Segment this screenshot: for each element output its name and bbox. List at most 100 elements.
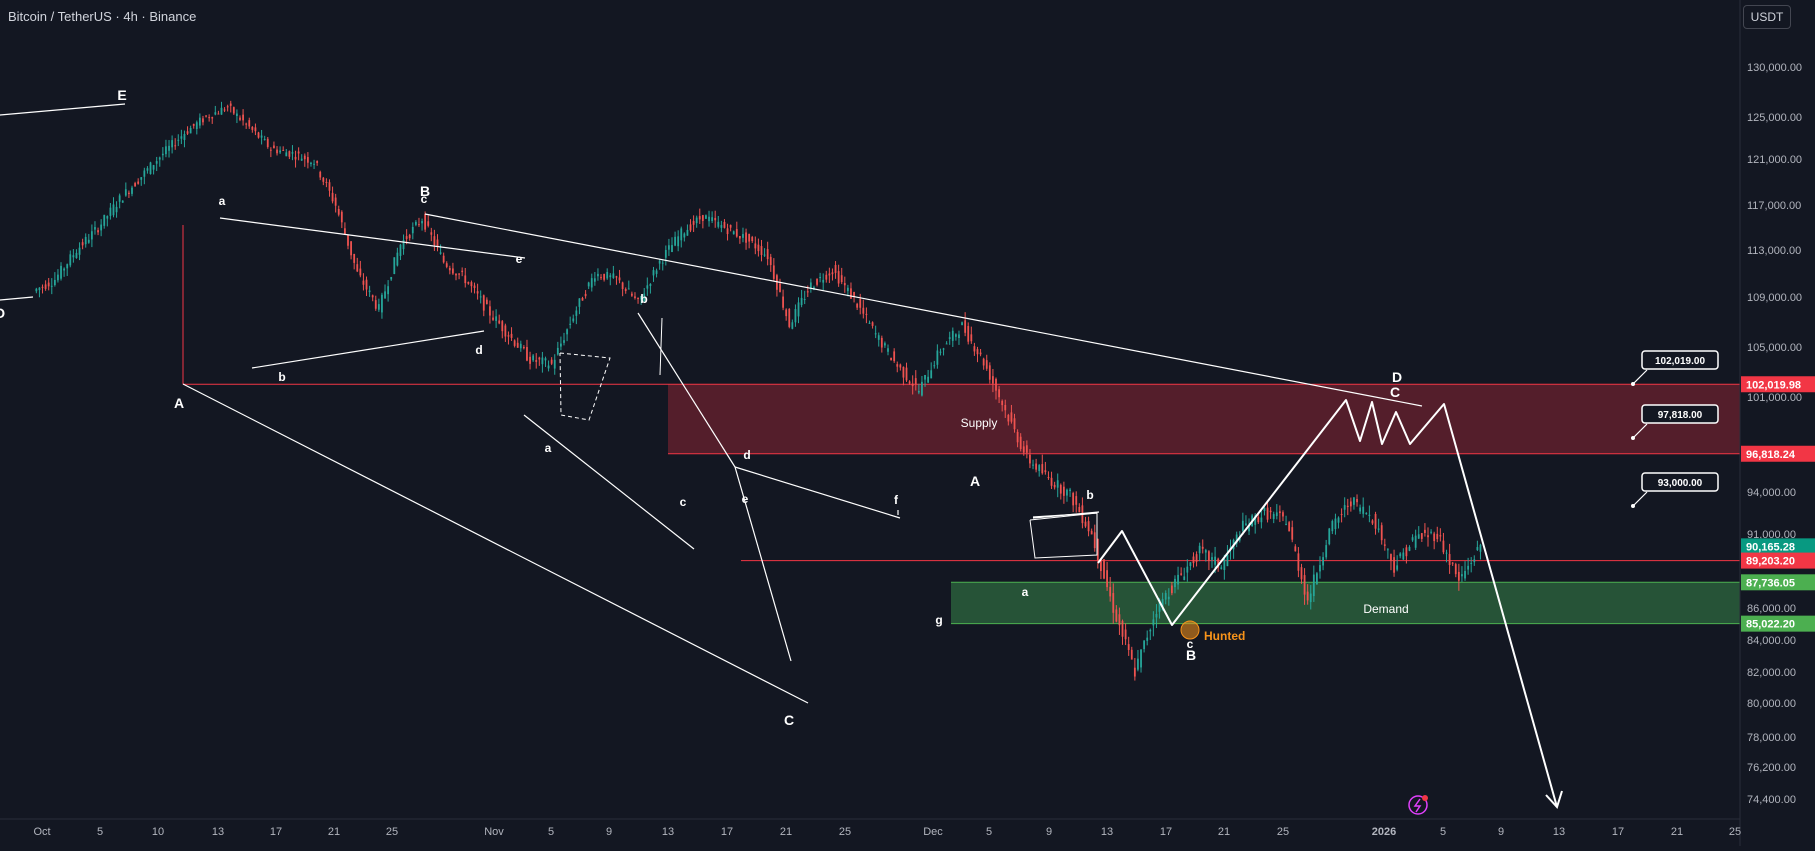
candle-body	[381, 294, 383, 313]
candle-body	[1087, 521, 1090, 532]
candle-body	[1130, 649, 1133, 660]
candle-body	[248, 120, 251, 127]
price-label: 102,019.98	[1746, 379, 1801, 391]
target-dot	[1631, 436, 1635, 440]
candle-body	[1402, 552, 1405, 560]
candle-body	[1356, 499, 1358, 503]
wave-label-small: f	[894, 493, 899, 507]
candle-body	[1084, 521, 1087, 527]
candle-body	[387, 286, 390, 295]
time-tick-label: 9	[1046, 826, 1052, 838]
candle-body	[251, 126, 254, 130]
candle-body	[992, 376, 994, 384]
candle-body	[455, 273, 457, 276]
candle-body	[384, 291, 386, 299]
projected-path	[1097, 399, 1558, 808]
candle-body	[331, 192, 334, 202]
trendline-abc-bottom	[251, 330, 485, 369]
candle-body	[165, 146, 167, 155]
candle-body	[927, 376, 930, 383]
candle-body	[544, 358, 547, 361]
candle-body	[532, 355, 535, 361]
price-label-bg	[1741, 445, 1815, 462]
candle-body	[445, 263, 448, 267]
time-tick-label: 21	[1671, 826, 1683, 838]
price-tick-label: 105,000.00	[1747, 342, 1802, 354]
candle-body	[1408, 546, 1411, 551]
candle-body	[840, 275, 843, 283]
candle-body	[1427, 535, 1429, 538]
candle-body	[1445, 552, 1448, 554]
candle-body	[735, 229, 738, 237]
candle-body	[1374, 514, 1377, 529]
price-tick-label: 82,000.00	[1747, 667, 1796, 679]
candle-body	[38, 287, 41, 291]
candle-body	[1090, 530, 1093, 535]
candle-body	[1078, 507, 1081, 513]
candle-body	[1399, 553, 1402, 557]
price-tick-label: 91,000.00	[1747, 529, 1796, 541]
candle-body	[1189, 562, 1192, 567]
candle-body	[692, 221, 695, 225]
candle-body	[97, 230, 99, 233]
flag-pole	[659, 317, 663, 376]
target-pointer	[1632, 491, 1648, 507]
candle-body	[982, 358, 985, 366]
time-tick-label: 5	[97, 826, 103, 838]
candle-body	[705, 215, 707, 219]
candle-body	[377, 304, 380, 310]
candle-body	[109, 207, 112, 216]
target-dot	[1631, 382, 1635, 386]
candle-body	[547, 365, 550, 369]
candle-body	[791, 322, 794, 329]
currency-button[interactable]: USDT	[1743, 5, 1791, 29]
candle-body	[149, 162, 152, 175]
candle-body	[529, 356, 531, 364]
candle-body	[769, 256, 772, 266]
wave-label-small: g	[935, 613, 942, 627]
candle-body	[371, 295, 374, 298]
price-label: 96,818.24	[1746, 449, 1796, 461]
candle-body	[655, 270, 658, 274]
candle-body	[1294, 546, 1297, 552]
candle-body	[273, 145, 275, 149]
candle-body	[569, 323, 572, 325]
price-label-bg	[1741, 376, 1815, 393]
candle-body	[979, 352, 982, 355]
candle-body	[680, 228, 683, 241]
target-box	[1641, 350, 1719, 370]
candle-body	[732, 231, 735, 235]
candle-body	[226, 106, 229, 108]
price-label: 85,022.20	[1746, 619, 1795, 631]
candle-body	[1235, 534, 1238, 544]
candle-body	[263, 139, 266, 141]
candle-body	[414, 221, 417, 225]
candle-body	[313, 163, 315, 165]
candle-body	[760, 246, 763, 255]
candle-body	[47, 282, 50, 287]
time-tick-label: 13	[1101, 826, 1113, 838]
target-box	[1641, 404, 1719, 424]
candle-body	[236, 113, 238, 117]
candle-body	[806, 291, 809, 293]
candle-body	[1266, 507, 1269, 520]
price-tick-label: 80,000.00	[1747, 698, 1796, 710]
candle-body	[186, 131, 189, 134]
candle-body	[618, 277, 621, 281]
candle-body	[905, 367, 908, 381]
candle-body	[1467, 565, 1470, 570]
price-label-bg	[1741, 615, 1815, 632]
candle-body	[1195, 554, 1198, 562]
candle-body	[822, 279, 825, 283]
candle-body	[674, 236, 676, 246]
candle-body	[408, 234, 411, 239]
candle-body	[1436, 533, 1439, 540]
candle-body	[310, 162, 312, 165]
candle-body	[1383, 544, 1386, 546]
time-tick-label: 17	[1612, 826, 1624, 838]
candle-body	[1127, 644, 1130, 651]
time-tick-label: 21	[328, 826, 340, 838]
candle-body	[846, 287, 849, 292]
